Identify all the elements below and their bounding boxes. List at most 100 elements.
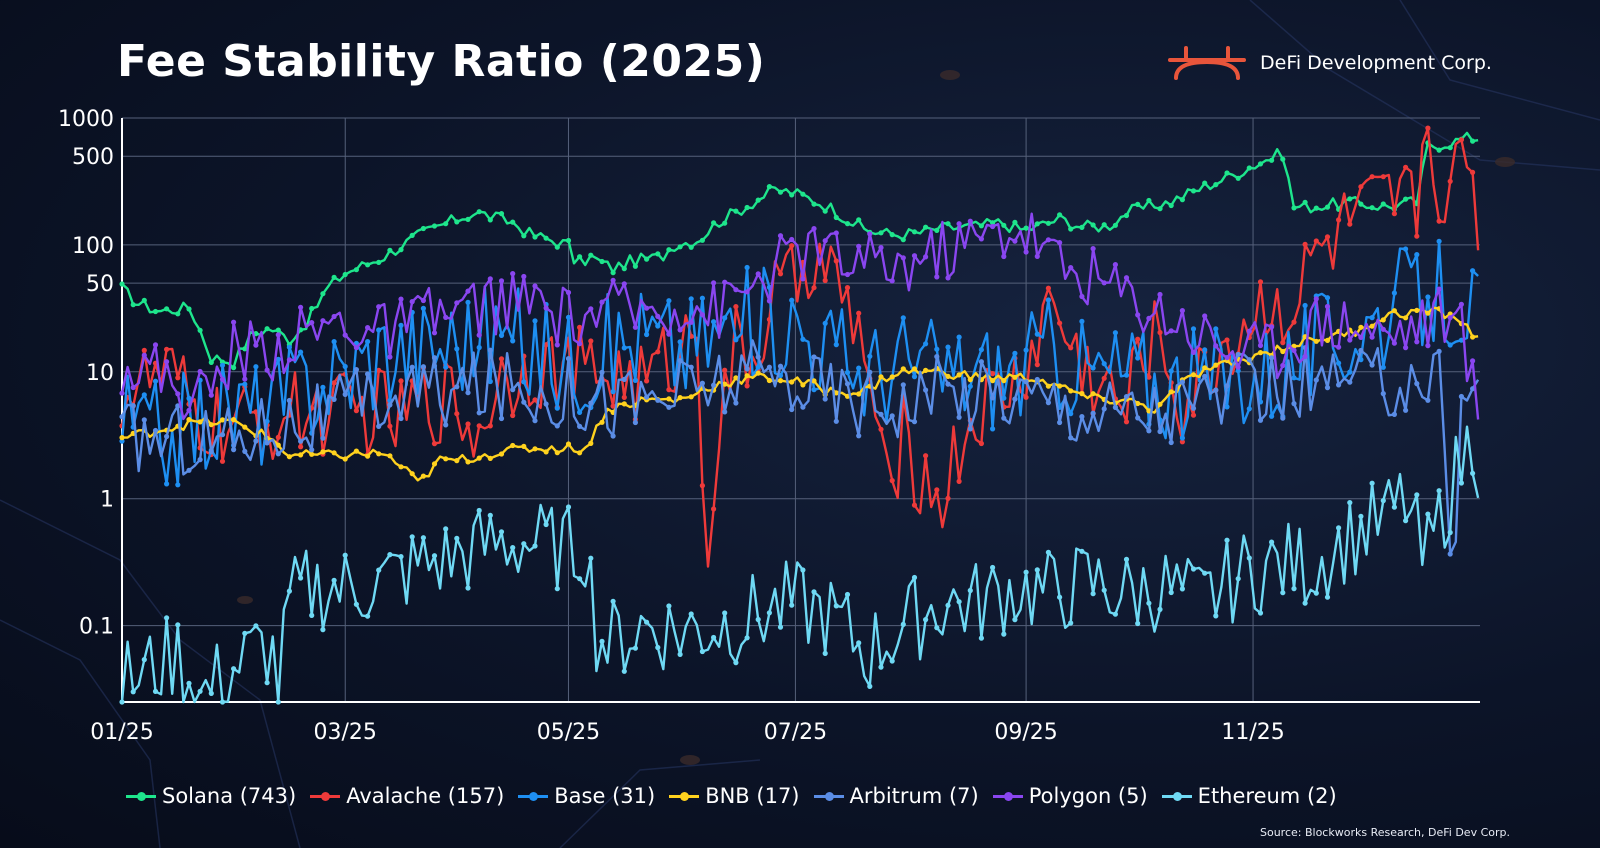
data-point-solana xyxy=(175,311,181,317)
source-note: Source: Blockworks Research, DeFi Dev Co… xyxy=(1259,826,1510,839)
data-point-arbitrum xyxy=(1190,405,1197,411)
data-point-ethereum xyxy=(1246,555,1252,561)
data-point-solana xyxy=(1045,220,1051,226)
data-point-solana xyxy=(353,267,359,273)
data-point-arbitrum xyxy=(1079,414,1085,420)
data-point-bnb xyxy=(956,372,962,378)
data-point-bnb xyxy=(365,453,371,459)
data-point-polygon xyxy=(141,352,147,358)
data-point-base xyxy=(1403,246,1409,252)
legend-swatch xyxy=(1161,791,1192,801)
data-point-avalache xyxy=(923,453,929,459)
data-point-polygon xyxy=(699,312,706,318)
data-point-bnb xyxy=(666,396,672,402)
data-point-avalache xyxy=(1447,178,1453,184)
data-point-solana xyxy=(152,308,159,315)
data-point-base xyxy=(242,381,248,387)
data-point-base xyxy=(376,327,382,333)
data-point-ethereum xyxy=(376,567,382,573)
data-point-avalache xyxy=(588,338,594,344)
data-point-bnb xyxy=(1403,315,1409,321)
data-point-solana xyxy=(1313,205,1319,211)
data-point-ethereum xyxy=(990,564,996,571)
data-point-ethereum xyxy=(1057,594,1063,600)
data-point-ethereum xyxy=(822,650,828,657)
data-point-bnb xyxy=(565,441,572,447)
data-point-ethereum xyxy=(231,666,237,672)
data-point-bnb xyxy=(1090,391,1096,397)
data-point-polygon xyxy=(219,376,226,382)
data-point-ethereum xyxy=(621,668,627,674)
data-point-base xyxy=(1079,318,1085,324)
legend-item: BNB (17) xyxy=(669,784,800,808)
data-point-bnb xyxy=(900,366,906,372)
data-point-solana xyxy=(1447,145,1453,151)
data-point-arbitrum xyxy=(621,376,627,382)
data-point-ethereum xyxy=(1068,620,1074,626)
data-point-ethereum xyxy=(1470,470,1476,476)
data-point-ethereum xyxy=(956,599,962,605)
data-point-avalache xyxy=(789,243,795,249)
data-point-solana xyxy=(1380,201,1386,207)
data-point-polygon xyxy=(175,391,181,397)
data-point-bnb xyxy=(789,379,795,385)
data-point-ethereum xyxy=(1045,549,1051,555)
data-point-arbitrum xyxy=(532,418,538,424)
legend-item: Ethereum (2) xyxy=(1161,784,1337,808)
data-point-arbitrum xyxy=(186,467,192,473)
data-point-bnb xyxy=(1190,372,1197,378)
y-tick-label: 50 xyxy=(86,272,114,297)
data-point-polygon xyxy=(1324,303,1331,310)
x-tick-label: 01/25 xyxy=(90,720,153,745)
data-point-ethereum xyxy=(844,591,851,598)
data-point-arbitrum xyxy=(777,363,784,369)
data-point-bnb xyxy=(1380,317,1386,323)
data-point-polygon xyxy=(320,318,326,324)
data-point-avalache xyxy=(945,495,951,501)
data-point-arbitrum xyxy=(688,364,694,370)
data-point-avalache xyxy=(1179,439,1185,445)
data-point-ethereum xyxy=(1425,511,1431,517)
data-point-avalache xyxy=(990,371,996,377)
data-point-base xyxy=(621,345,627,351)
data-point-polygon xyxy=(822,238,828,244)
data-point-polygon xyxy=(1269,324,1275,330)
data-point-ethereum xyxy=(1302,600,1308,606)
data-point-arbitrum xyxy=(298,438,304,444)
data-point-base xyxy=(443,364,449,370)
data-point-ethereum xyxy=(766,610,773,616)
data-point-bnb xyxy=(811,378,817,384)
data-point-base xyxy=(1168,368,1174,374)
data-point-base xyxy=(152,378,159,384)
data-point-bnb xyxy=(1135,400,1141,407)
data-point-base xyxy=(253,364,259,370)
data-point-base xyxy=(1179,435,1185,441)
data-point-arbitrum xyxy=(119,414,125,420)
data-point-solana xyxy=(309,305,315,312)
data-point-ethereum xyxy=(454,535,460,542)
data-point-avalache xyxy=(733,304,739,310)
data-point-polygon xyxy=(543,305,549,311)
data-point-bnb xyxy=(498,451,505,457)
data-point-polygon xyxy=(1045,237,1051,243)
data-point-solana xyxy=(431,223,438,229)
data-point-arbitrum xyxy=(722,409,728,415)
data-point-ethereum xyxy=(409,534,415,540)
data-point-arbitrum xyxy=(565,356,572,362)
data-point-bnb xyxy=(733,375,739,381)
data-point-solana xyxy=(1057,212,1063,218)
data-point-polygon xyxy=(755,271,761,277)
data-point-solana xyxy=(420,225,426,232)
data-point-arbitrum xyxy=(1168,439,1174,446)
data-point-ethereum xyxy=(644,619,650,625)
data-point-polygon xyxy=(956,221,962,227)
data-point-solana xyxy=(1157,206,1163,212)
data-point-base xyxy=(711,319,717,325)
data-point-polygon xyxy=(644,305,650,311)
data-point-solana xyxy=(1302,199,1308,205)
data-point-ethereum xyxy=(1146,600,1152,606)
data-point-arbitrum xyxy=(1347,379,1353,385)
data-point-base xyxy=(510,338,516,344)
data-point-solana xyxy=(900,237,906,243)
data-point-solana xyxy=(889,232,895,238)
